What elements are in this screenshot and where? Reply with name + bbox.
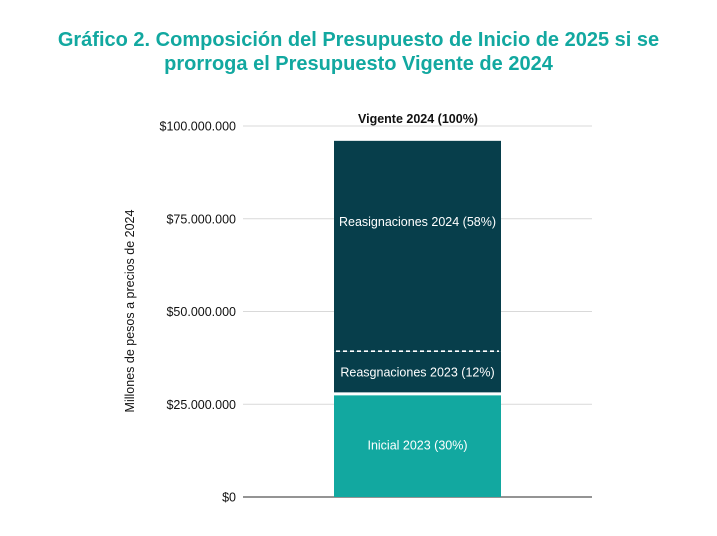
segment-label: Reasgnaciones 2023 (12%) bbox=[340, 366, 494, 380]
bar-segment bbox=[334, 351, 501, 393]
segment-label: Inicial 2023 (30%) bbox=[367, 438, 467, 452]
chart-title: Gráfico 2. Composición del Presupuesto d… bbox=[0, 28, 717, 76]
y-tick-label: $50.000.000 bbox=[166, 305, 236, 319]
bar-segment bbox=[334, 140, 501, 352]
y-axis-label: Millones de pesos a precios de 2024 bbox=[123, 209, 137, 412]
y-axis: $0 $25.000.000 $50.000.000 $75.000.000 $100.… bbox=[160, 120, 237, 505]
y-tick-label: $100.000.000 bbox=[160, 120, 237, 134]
y-tick-label: $75.000.000 bbox=[166, 212, 236, 226]
bar-total-label: Vigente 2024 (100%) bbox=[358, 112, 478, 126]
chart-title-line-2: prorroga el Presupuesto Vigente de 2024 bbox=[164, 53, 553, 75]
stacked-bar: Inicial 2023 (30%) Reasgnaciones 2023 (12… bbox=[334, 140, 501, 497]
y-tick-label: $25.000.000 bbox=[166, 398, 236, 412]
segment-label: Reasignaciones 2024 (58%) bbox=[339, 215, 496, 229]
bar-segment bbox=[334, 395, 501, 497]
chart-title-line-1: Gráfico 2. Composición del Presupuesto d… bbox=[57, 29, 660, 51]
y-tick-label: $0 bbox=[222, 491, 236, 505]
